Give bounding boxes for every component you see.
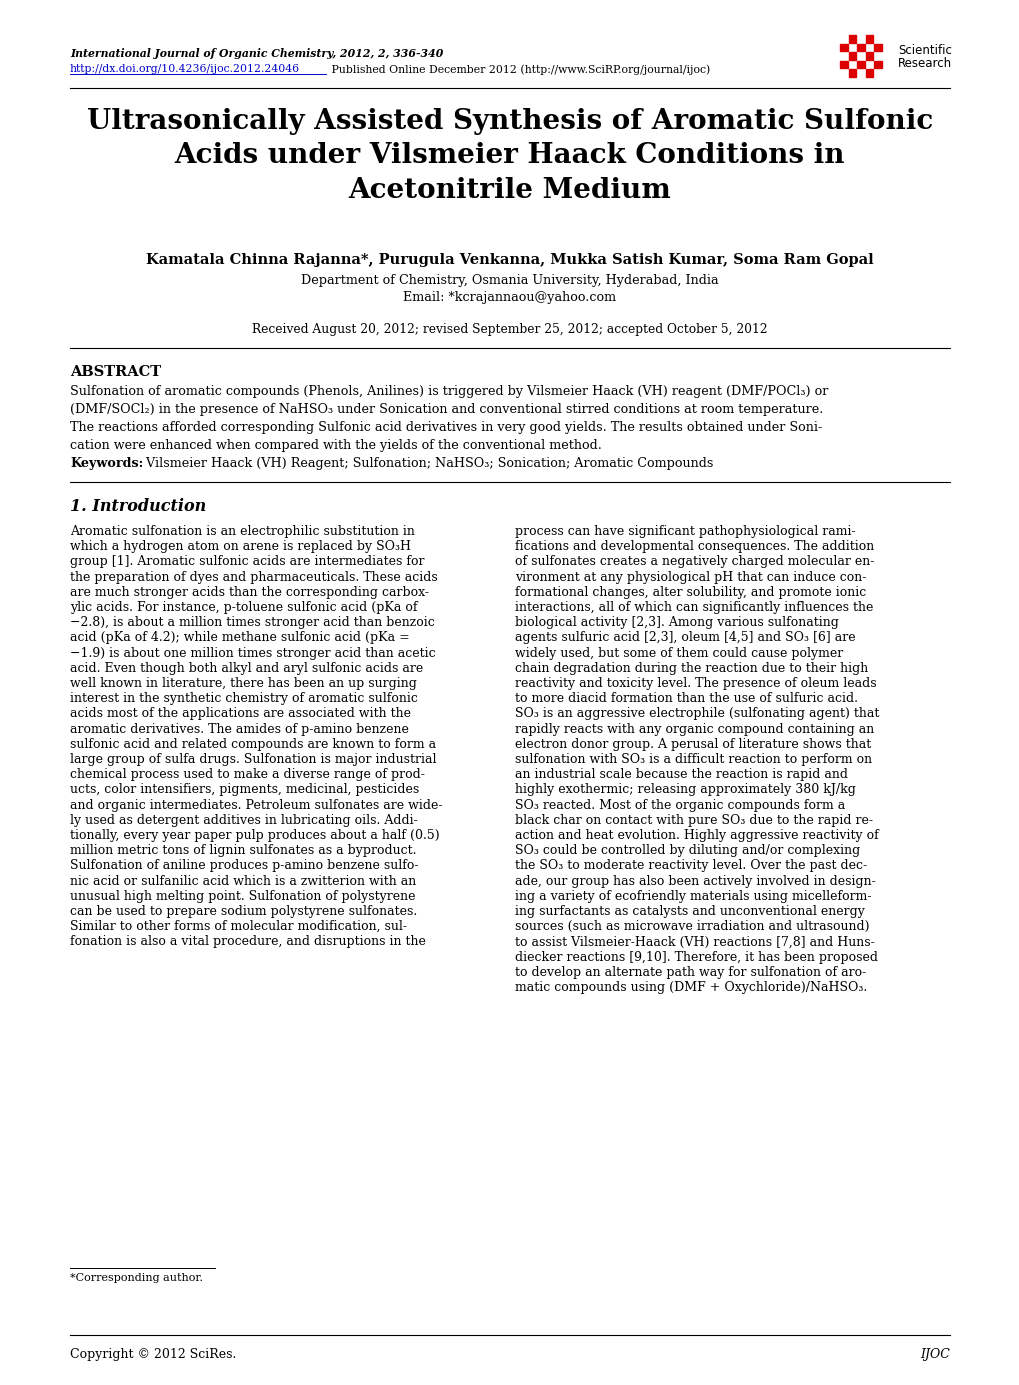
Text: IJOC: IJOC — [919, 1348, 949, 1361]
Text: to develop an alternate path way for sulfonation of aro-: to develop an alternate path way for sul… — [515, 965, 865, 979]
Text: Copyright © 2012 SciRes.: Copyright © 2012 SciRes. — [70, 1348, 236, 1361]
Text: aromatic derivatives. The amides of p-amino benzene: aromatic derivatives. The amides of p-am… — [70, 723, 409, 735]
Text: biological activity [2,3]. Among various sulfonating: biological activity [2,3]. Among various… — [515, 616, 838, 629]
Text: unusual high melting point. Sulfonation of polystyrene: unusual high melting point. Sulfonation … — [70, 889, 415, 903]
Text: formational changes, alter solubility, and promote ionic: formational changes, alter solubility, a… — [515, 586, 865, 598]
Text: Published Online December 2012 (http://www.SciRP.org/journal/ijoc): Published Online December 2012 (http://w… — [328, 64, 709, 75]
Text: to assist Vilsmeier-Haack (VH) reactions [7,8] and Huns-: to assist Vilsmeier-Haack (VH) reactions… — [515, 935, 874, 949]
Text: rapidly reacts with any organic compound containing an: rapidly reacts with any organic compound… — [515, 723, 873, 735]
Text: to more diacid formation than the use of sulfuric acid.: to more diacid formation than the use of… — [515, 692, 857, 705]
Text: Similar to other forms of molecular modification, sul-: Similar to other forms of molecular modi… — [70, 920, 407, 933]
Text: action and heat evolution. Highly aggressive reactivity of: action and heat evolution. Highly aggres… — [515, 830, 878, 842]
Bar — [873, 61, 880, 68]
Text: ly used as detergent additives in lubricating oils. Addi-: ly used as detergent additives in lubric… — [70, 814, 418, 827]
Text: the SO₃ to moderate reactivity level. Over the past dec-: the SO₃ to moderate reactivity level. Ov… — [515, 860, 866, 873]
Text: Sulfonation of aromatic compounds (Phenols, Anilines) is triggered by Vilsmeier : Sulfonation of aromatic compounds (Pheno… — [70, 385, 827, 452]
Text: large group of sulfa drugs. Sulfonation is major industrial: large group of sulfa drugs. Sulfonation … — [70, 753, 436, 766]
Text: 1. Introduction: 1. Introduction — [70, 499, 206, 515]
Text: ing surfactants as catalysts and unconventional energy: ing surfactants as catalysts and unconve… — [515, 904, 864, 918]
Text: chemical process used to make a diverse range of prod-: chemical process used to make a diverse … — [70, 769, 425, 781]
Text: Aromatic sulfonation is an electrophilic substitution in: Aromatic sulfonation is an electrophilic… — [70, 525, 415, 537]
Text: group [1]. Aromatic sulfonic acids are intermediates for: group [1]. Aromatic sulfonic acids are i… — [70, 555, 424, 568]
Bar — [840, 61, 847, 68]
Bar — [848, 35, 855, 43]
Text: tionally, every year paper pulp produces about a half (0.5): tionally, every year paper pulp produces… — [70, 830, 439, 842]
Text: ABSTRACT: ABSTRACT — [70, 366, 161, 379]
Text: can be used to prepare sodium polystyrene sulfonates.: can be used to prepare sodium polystyren… — [70, 904, 417, 918]
Text: *Corresponding author.: *Corresponding author. — [70, 1273, 203, 1283]
Text: chain degradation during the reaction due to their high: chain degradation during the reaction du… — [515, 662, 867, 674]
Text: and organic intermediates. Petroleum sulfonates are wide-: and organic intermediates. Petroleum sul… — [70, 799, 442, 812]
Text: ucts, color intensifiers, pigments, medicinal, pesticides: ucts, color intensifiers, pigments, medi… — [70, 784, 419, 796]
Text: fonation is also a vital procedure, and disruptions in the: fonation is also a vital procedure, and … — [70, 935, 426, 949]
Bar — [856, 43, 864, 51]
Text: which a hydrogen atom on arene is replaced by SO₃H: which a hydrogen atom on arene is replac… — [70, 540, 411, 553]
Text: Department of Chemistry, Osmania University, Hyderabad, India: Department of Chemistry, Osmania Univers… — [301, 274, 718, 287]
Text: process can have significant pathophysiological rami-: process can have significant pathophysio… — [515, 525, 855, 537]
Text: Keywords:: Keywords: — [70, 457, 143, 470]
Text: of sulfonates creates a negatively charged molecular en-: of sulfonates creates a negatively charg… — [515, 555, 873, 568]
Bar — [873, 43, 880, 51]
Text: ing a variety of ecofriendly materials using micelleform-: ing a variety of ecofriendly materials u… — [515, 889, 870, 903]
Bar — [848, 69, 855, 76]
Text: SO₃ is an aggressive electrophile (sulfonating agent) that: SO₃ is an aggressive electrophile (sulfo… — [515, 708, 878, 720]
Bar — [865, 69, 872, 76]
Text: black char on contact with pure SO₃ due to the rapid re-: black char on contact with pure SO₃ due … — [515, 814, 872, 827]
Bar — [856, 61, 864, 68]
Text: interest in the synthetic chemistry of aromatic sulfonic: interest in the synthetic chemistry of a… — [70, 692, 418, 705]
Text: ade, our group has also been actively involved in design-: ade, our group has also been actively in… — [515, 874, 875, 888]
Text: sulfonic acid and related compounds are known to form a: sulfonic acid and related compounds are … — [70, 738, 436, 751]
Text: Kamatala Chinna Rajanna*, Purugula Venkanna, Mukka Satish Kumar, Soma Ram Gopal: Kamatala Chinna Rajanna*, Purugula Venka… — [146, 253, 873, 267]
Text: ylic acids. For instance, p-toluene sulfonic acid (pKa of: ylic acids. For instance, p-toluene sulf… — [70, 601, 417, 614]
Text: agents sulfuric acid [2,3], oleum [4,5] and SO₃ [6] are: agents sulfuric acid [2,3], oleum [4,5] … — [515, 632, 855, 644]
Text: sulfonation with SO₃ is a difficult reaction to perform on: sulfonation with SO₃ is a difficult reac… — [515, 753, 871, 766]
Text: nic acid or sulfanilic acid which is a zwitterion with an: nic acid or sulfanilic acid which is a z… — [70, 874, 416, 888]
Bar — [865, 53, 872, 60]
Text: Scientific: Scientific — [897, 44, 951, 57]
Text: Received August 20, 2012; revised September 25, 2012; accepted October 5, 2012: Received August 20, 2012; revised Septem… — [252, 323, 767, 337]
Text: Vilsmeier Haack (VH) Reagent; Sulfonation; NaHSO₃; Sonication; Aromatic Compound: Vilsmeier Haack (VH) Reagent; Sulfonatio… — [142, 457, 712, 470]
Text: Ultrasonically Assisted Synthesis of Aromatic Sulfonic
Acids under Vilsmeier Haa: Ultrasonically Assisted Synthesis of Aro… — [87, 108, 932, 204]
Text: million metric tons of lignin sulfonates as a byproduct.: million metric tons of lignin sulfonates… — [70, 845, 416, 857]
Text: acid (pKa of 4.2); while methane sulfonic acid (pKa =: acid (pKa of 4.2); while methane sulfoni… — [70, 632, 410, 644]
Bar — [865, 35, 872, 43]
Text: reactivity and toxicity level. The presence of oleum leads: reactivity and toxicity level. The prese… — [515, 677, 875, 690]
Text: sources (such as microwave irradiation and ultrasound): sources (such as microwave irradiation a… — [515, 920, 868, 933]
Text: acids most of the applications are associated with the: acids most of the applications are assoc… — [70, 708, 411, 720]
Text: well known in literature, there has been an up surging: well known in literature, there has been… — [70, 677, 417, 690]
Text: Email: *kcrajannaou@yahoo.com: Email: *kcrajannaou@yahoo.com — [404, 291, 615, 303]
Text: are much stronger acids than the corresponding carbox-: are much stronger acids than the corresp… — [70, 586, 429, 598]
Text: interactions, all of which can significantly influences the: interactions, all of which can significa… — [515, 601, 872, 614]
Text: International Journal of Organic Chemistry, 2012, 2, 336-340: International Journal of Organic Chemist… — [70, 48, 443, 60]
Text: Sulfonation of aniline produces p-amino benzene sulfo-: Sulfonation of aniline produces p-amino … — [70, 860, 418, 873]
Text: http://dx.doi.org/10.4236/ijoc.2012.24046: http://dx.doi.org/10.4236/ijoc.2012.2404… — [70, 64, 300, 73]
Text: highly exothermic; releasing approximately 380 kJ/kg: highly exothermic; releasing approximate… — [515, 784, 855, 796]
Bar — [848, 53, 855, 60]
Text: SO₃ reacted. Most of the organic compounds form a: SO₃ reacted. Most of the organic compoun… — [515, 799, 845, 812]
Text: electron donor group. A perusal of literature shows that: electron donor group. A perusal of liter… — [515, 738, 870, 751]
Text: an industrial scale because the reaction is rapid and: an industrial scale because the reaction… — [515, 769, 847, 781]
Text: −1.9) is about one million times stronger acid than acetic: −1.9) is about one million times stronge… — [70, 647, 435, 659]
Text: −2.8), is about a million times stronger acid than benzoic: −2.8), is about a million times stronger… — [70, 616, 434, 629]
Text: widely used, but some of them could cause polymer: widely used, but some of them could caus… — [515, 647, 843, 659]
Text: SO₃ could be controlled by diluting and/or complexing: SO₃ could be controlled by diluting and/… — [515, 845, 859, 857]
Text: the preparation of dyes and pharmaceuticals. These acids: the preparation of dyes and pharmaceutic… — [70, 571, 437, 583]
Text: matic compounds using (DMF + Oxychloride)/NaHSO₃.: matic compounds using (DMF + Oxychloride… — [515, 981, 866, 994]
Text: diecker reactions [9,10]. Therefore, it has been proposed: diecker reactions [9,10]. Therefore, it … — [515, 950, 877, 964]
Bar — [840, 43, 847, 51]
Text: fications and developmental consequences. The addition: fications and developmental consequences… — [515, 540, 873, 553]
Text: acid. Even though both alkyl and aryl sulfonic acids are: acid. Even though both alkyl and aryl su… — [70, 662, 423, 674]
Text: Research: Research — [897, 57, 951, 71]
Text: vironment at any physiological pH that can induce con-: vironment at any physiological pH that c… — [515, 571, 865, 583]
